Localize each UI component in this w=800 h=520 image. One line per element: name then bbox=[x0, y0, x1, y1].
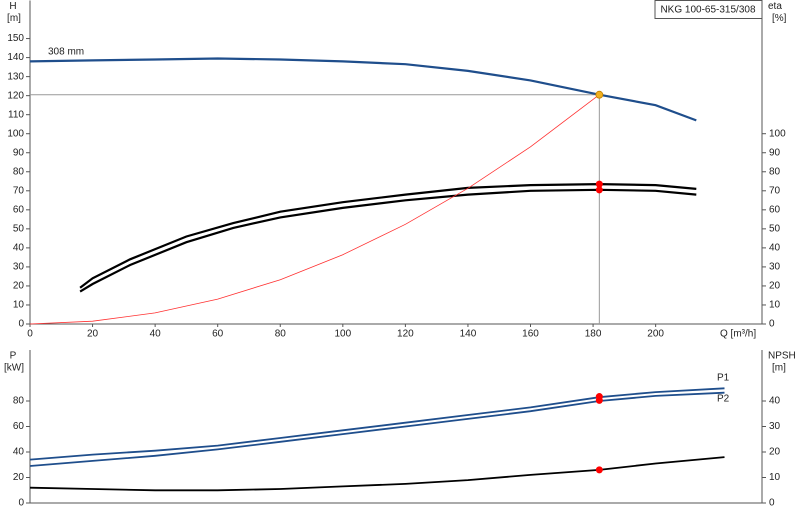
x-tick-label: 180 bbox=[585, 329, 602, 340]
title-box bbox=[654, 0, 763, 19]
y2-tick-label: 100 bbox=[769, 128, 786, 139]
y-label: P bbox=[10, 351, 17, 362]
y2-label: NPSH bbox=[768, 351, 796, 362]
y-tick-label: 0 bbox=[18, 319, 24, 330]
series-line bbox=[29, 387, 725, 461]
y2-tick-label: 60 bbox=[769, 204, 781, 215]
x-tick-label: 80 bbox=[275, 329, 287, 340]
y-tick-label: 20 bbox=[13, 472, 25, 483]
y-tick-label: 60 bbox=[13, 204, 25, 215]
y2-tick-label: 20 bbox=[769, 281, 781, 292]
operating-point bbox=[595, 466, 603, 474]
y2-tick-label: 0 bbox=[769, 498, 775, 509]
series-label: P2 bbox=[717, 394, 730, 405]
operating-point bbox=[595, 396, 603, 404]
y-tick-label: 80 bbox=[13, 396, 25, 407]
series-line bbox=[29, 456, 725, 492]
y-tick-label: 70 bbox=[13, 185, 25, 196]
y2-tick-label: 0 bbox=[769, 319, 775, 330]
chart-title: NKG 100-65-315/308 bbox=[660, 5, 756, 16]
y-tick-label: 40 bbox=[13, 243, 25, 254]
y-tick-label: 140 bbox=[7, 52, 24, 63]
y-tick-label: 10 bbox=[13, 300, 25, 311]
y-tick-label: 20 bbox=[13, 281, 25, 292]
y-label-unit: [kW] bbox=[4, 363, 24, 374]
y2-tick-label: 50 bbox=[769, 223, 781, 234]
y-tick-label: 30 bbox=[13, 262, 25, 273]
series-line bbox=[29, 94, 600, 325]
operating-point bbox=[595, 180, 603, 188]
y2-label-unit: [%] bbox=[772, 13, 787, 24]
y2-tick-label: 10 bbox=[769, 472, 781, 483]
y2-label-unit: [m] bbox=[772, 363, 786, 374]
x-label: Q [m³/h] bbox=[720, 329, 756, 340]
y2-tick-label: 30 bbox=[769, 421, 781, 432]
x-tick-label: 160 bbox=[522, 329, 539, 340]
y-tick-label: 90 bbox=[13, 147, 25, 158]
y2-label: eta bbox=[768, 1, 782, 12]
y2-tick-label: 20 bbox=[769, 447, 781, 458]
operating-point bbox=[595, 186, 603, 194]
series-line bbox=[29, 57, 697, 122]
series-label: 308 mm bbox=[48, 47, 84, 58]
y-label-unit: [m] bbox=[7, 13, 21, 24]
x-tick-label: 120 bbox=[397, 329, 414, 340]
y-tick-label: 100 bbox=[7, 128, 24, 139]
x-tick-label: 40 bbox=[150, 329, 162, 340]
series-line bbox=[79, 182, 697, 289]
y-tick-label: 50 bbox=[13, 223, 25, 234]
y2-tick-label: 30 bbox=[769, 262, 781, 273]
y2-tick-label: 90 bbox=[769, 147, 781, 158]
series-label: P1 bbox=[717, 373, 730, 384]
y2-tick-label: 80 bbox=[769, 166, 781, 177]
series-line bbox=[79, 188, 697, 293]
y-tick-label: 110 bbox=[8, 109, 24, 120]
y-tick-label: 0 bbox=[18, 498, 24, 509]
x-tick-label: 0 bbox=[27, 329, 33, 340]
y2-tick-label: 40 bbox=[769, 396, 781, 407]
y-tick-label: 120 bbox=[7, 90, 24, 101]
y2-tick-label: 40 bbox=[769, 243, 781, 254]
x-tick-label: 100 bbox=[334, 329, 351, 340]
y-tick-label: 80 bbox=[13, 166, 25, 177]
x-tick-label: 140 bbox=[460, 329, 477, 340]
y2-tick-label: 10 bbox=[769, 300, 781, 311]
operating-point bbox=[595, 90, 604, 99]
y-tick-label: 130 bbox=[7, 71, 24, 82]
y-tick-label: 60 bbox=[13, 421, 25, 432]
y-tick-label: 150 bbox=[7, 33, 24, 44]
series-line bbox=[29, 391, 725, 467]
x-tick-label: 200 bbox=[647, 329, 664, 340]
x-tick-label: 60 bbox=[212, 329, 224, 340]
y2-tick-label: 70 bbox=[769, 185, 781, 196]
x-tick-label: 20 bbox=[87, 329, 99, 340]
y-tick-label: 40 bbox=[13, 447, 25, 458]
y-label: H bbox=[9, 1, 16, 12]
